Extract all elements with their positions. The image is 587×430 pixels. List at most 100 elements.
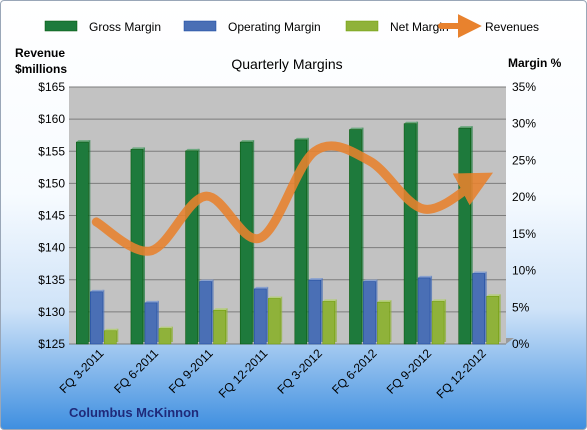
operating-margin-bar — [199, 281, 212, 345]
gross-margin-legend-label: Gross Margin — [89, 20, 161, 34]
gross-margin-bar-side — [306, 137, 309, 342]
operating-margin-bar-top — [199, 279, 214, 282]
net-margin-bar — [431, 301, 445, 345]
left-axis-tick: $165 — [38, 80, 65, 94]
operating-margin-bar — [144, 302, 158, 345]
operating-margin-bar-top — [418, 275, 433, 278]
left-axis-tick: $130 — [38, 305, 65, 319]
gross-margin-bar-top — [349, 127, 364, 130]
net-margin-bar — [213, 309, 226, 345]
net-margin-bar-top — [432, 299, 447, 302]
right-axis-tick: 30% — [512, 117, 536, 131]
gross-margin-bar-top — [185, 148, 200, 151]
right-axis-tick: 15% — [512, 227, 536, 241]
gross-margin-legend-swatch — [44, 20, 78, 32]
gross-margin-bar — [403, 123, 417, 345]
category-label: FQ 9-2012 — [384, 346, 435, 397]
chart-title: Quarterly Margins — [231, 56, 342, 72]
left-axis-tick: $140 — [38, 241, 65, 255]
company-label: Columbus McKinnon — [69, 405, 199, 420]
net-margin-bar-top — [268, 296, 283, 299]
net-margin-legend-label: Net Margin — [390, 20, 449, 34]
net-margin-legend-swatch — [345, 20, 379, 32]
category-label: FQ 6-2012 — [329, 346, 380, 397]
operating-margin-bar-top — [308, 278, 323, 281]
net-margin-bar-side — [334, 299, 337, 342]
gross-margin-bar-side — [416, 121, 419, 342]
net-margin-bar-side — [116, 328, 119, 342]
right-axis-tick: 0% — [512, 337, 530, 351]
operating-margin-bar-side — [484, 271, 487, 342]
gross-margin-bar-top — [404, 121, 419, 124]
gross-margin-bar-side — [361, 127, 364, 343]
right-axis-tick: 20% — [512, 190, 536, 204]
gross-margin-bar-side — [197, 148, 200, 342]
left-axis-tick: $145 — [38, 209, 65, 223]
operating-margin-bar-side — [102, 289, 105, 342]
gross-margin-bar-top — [294, 137, 309, 140]
net-margin-bar-side — [389, 300, 392, 342]
category-label: FQ 6-2011 — [111, 346, 161, 396]
operating-margin-bar-side — [156, 300, 159, 342]
net-margin-bar-top — [158, 326, 173, 329]
operating-margin-bar-side — [211, 279, 214, 342]
operating-margin-bar-top — [254, 286, 269, 289]
net-margin-bar-side — [170, 326, 173, 342]
gross-margin-bar-side — [142, 147, 145, 342]
net-margin-bar — [322, 301, 336, 345]
operating-margin-bar — [308, 279, 322, 345]
gross-margin-bar — [458, 127, 471, 345]
category-label: FQ 9-2011 — [166, 346, 216, 396]
operating-margin-bar-side — [430, 275, 433, 342]
operating-margin-legend-label: Operating Margin — [228, 20, 321, 34]
gross-margin-bar — [349, 129, 362, 345]
gross-margin-bar-top — [76, 140, 91, 143]
net-margin-bar-top — [213, 308, 228, 311]
operating-margin-bar-top — [144, 300, 159, 303]
operating-margin-bar-side — [375, 279, 378, 342]
net-margin-bar — [158, 328, 172, 345]
operating-margin-bar — [417, 277, 431, 345]
net-margin-bar — [377, 301, 390, 345]
net-margin-bar-top — [104, 328, 119, 331]
net-margin-bar-top — [486, 294, 501, 297]
category-label: FQ 12-2012 — [434, 346, 489, 401]
right-axis-tick: 25% — [512, 153, 536, 167]
category-label: FQ 3-2012 — [274, 346, 325, 397]
net-margin-bar-side — [225, 308, 228, 342]
operating-margin-bar — [472, 273, 485, 345]
operating-margin-bar-top — [90, 289, 105, 292]
gross-margin-bar-side — [88, 140, 91, 342]
net-margin-bar-top — [377, 300, 392, 303]
legend: Gross Margin Operating Margin Net Margin Re… — [44, 14, 539, 38]
net-margin-bar — [267, 298, 281, 345]
gross-margin-bar — [76, 141, 89, 345]
net-margin-bar — [486, 296, 499, 345]
left-axis-title-line1: Revenue — [15, 46, 65, 60]
operating-margin-bar — [363, 281, 376, 345]
right-axis-tick: 5% — [512, 300, 530, 314]
operating-margin-bar — [253, 288, 267, 345]
net-margin-bar-side — [498, 294, 501, 342]
left-axis-tick: $155 — [38, 144, 65, 158]
net-margin-bar-side — [280, 296, 283, 342]
revenues-line — [91, 141, 493, 256]
category-label: FQ 12-2011 — [216, 346, 271, 401]
right-axis-title: Margin % — [508, 56, 562, 70]
left-axis-tick: $135 — [38, 273, 65, 287]
gross-margin-bar — [185, 150, 198, 345]
left-axis-tick: $125 — [38, 337, 65, 351]
net-margin-bar — [104, 330, 117, 345]
gross-margin-bar — [294, 139, 308, 345]
left-axis-tick: $150 — [38, 176, 65, 190]
gross-margin-bar-top — [240, 140, 255, 143]
operating-margin-bar-top — [472, 271, 487, 274]
gross-margin-bar-top — [130, 147, 145, 150]
right-axis-tick: 10% — [512, 264, 536, 278]
operating-margin-bar-top — [363, 279, 378, 282]
revenues-legend-label: Revenues — [485, 20, 539, 34]
net-margin-bar-side — [444, 299, 447, 342]
gross-margin-bar-side — [470, 126, 473, 343]
